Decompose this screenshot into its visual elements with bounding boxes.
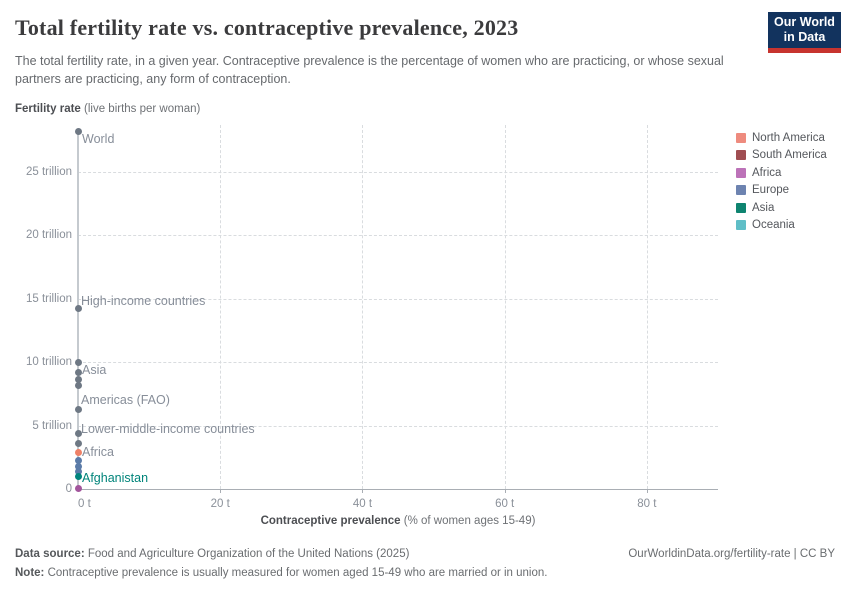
- scatter-point[interactable]: [74, 358, 82, 366]
- scatter-point-americas-fao-[interactable]: [74, 405, 82, 413]
- point-label[interactable]: Africa: [82, 445, 114, 460]
- x-tick-label: 20 t: [210, 498, 230, 510]
- x-tick-label: 80 t: [637, 498, 657, 510]
- legend: North America South America Africa Europe As…: [736, 129, 827, 234]
- footer-note: Note: Contraceptive prevalence is usuall…: [15, 567, 548, 579]
- scatter-point[interactable]: [74, 467, 82, 475]
- y-gridline: [78, 171, 718, 173]
- point-label[interactable]: World: [82, 132, 115, 147]
- scatter-point-africa[interactable]: [74, 448, 82, 456]
- x-gridline: [504, 125, 506, 489]
- scatter-point[interactable]: [74, 376, 82, 384]
- y-gridline: [78, 362, 718, 364]
- y-tick-label: 20 trillion: [25, 229, 72, 242]
- x-tick-mark: [362, 489, 364, 493]
- scatter-point-high-income-countries[interactable]: [74, 305, 82, 313]
- legend-item-oceania[interactable]: Oceania: [736, 217, 827, 235]
- legend-swatch: [736, 220, 746, 231]
- legend-swatch: [736, 150, 746, 161]
- x-tick-mark: [504, 489, 506, 493]
- y-gridline: [78, 298, 718, 300]
- scatter-point-afghanistan[interactable]: [74, 473, 82, 481]
- footer-citation-link[interactable]: OurWorldinData.org/fertility-rate | CC B…: [628, 548, 835, 560]
- owid-logo[interactable]: Our World in Data: [768, 12, 841, 53]
- owid-logo-text: Our World in Data: [774, 15, 835, 44]
- y-gridline: [78, 235, 718, 237]
- scatter-point[interactable]: [74, 382, 82, 390]
- legend-label: Africa: [752, 166, 782, 179]
- footer-source: Data source: Food and Agriculture Organi…: [15, 548, 410, 560]
- legend-swatch: [736, 202, 746, 213]
- x-gridline: [646, 125, 648, 489]
- y-tick-label: 0: [65, 483, 72, 495]
- scatter-point-asia[interactable]: [74, 369, 82, 377]
- y-tick-label: 15 trillion: [25, 292, 72, 305]
- x-tick-label: 60 t: [495, 498, 515, 510]
- chart-title: Total fertility rate vs. contraceptive p…: [15, 15, 519, 40]
- y-tick-label: 25 trillion: [25, 165, 72, 178]
- scatter-point-world[interactable]: [74, 127, 82, 135]
- legend-label: Asia: [752, 201, 775, 214]
- point-label[interactable]: Asia: [82, 362, 107, 377]
- legend-label: North America: [752, 131, 825, 144]
- chart-subtitle: The total fertility rate, in a given yea…: [15, 54, 724, 86]
- legend-item-south-america[interactable]: South America: [736, 147, 827, 165]
- legend-item-north-america[interactable]: North America: [736, 129, 827, 147]
- scatter-point-lower-middle-income-countries[interactable]: [74, 430, 82, 438]
- legend-label: Oceania: [752, 219, 795, 232]
- x-tick-mark: [220, 489, 222, 493]
- y-tick-label: 5 trillion: [32, 419, 72, 432]
- x-tick-label: 40 t: [352, 498, 373, 510]
- legend-item-asia[interactable]: Asia: [736, 199, 827, 217]
- point-label[interactable]: Americas (FAO): [81, 393, 170, 408]
- x-tick-mark: [646, 489, 648, 493]
- point-label[interactable]: High-income countries: [81, 293, 206, 308]
- x-axis-line: [78, 489, 718, 490]
- scatter-point[interactable]: [74, 439, 82, 447]
- scatter-point[interactable]: [74, 456, 82, 464]
- scatter-point[interactable]: [74, 484, 82, 492]
- legend-label: Europe: [752, 184, 790, 197]
- legend-label: South America: [752, 149, 827, 162]
- legend-item-europe[interactable]: Europe: [736, 182, 827, 200]
- scatter-point[interactable]: [74, 462, 82, 470]
- legend-swatch: [736, 132, 746, 143]
- legend-swatch: [736, 167, 746, 178]
- x-gridline: [362, 125, 364, 489]
- point-label[interactable]: Afghanistan: [82, 470, 149, 485]
- legend-swatch: [736, 185, 746, 196]
- footer: Data source: Food and Agriculture Organi…: [15, 548, 835, 579]
- x-tick-label: 0 t: [78, 498, 91, 510]
- x-gridline: [220, 125, 222, 489]
- point-label[interactable]: Lower-middle-income countries: [81, 421, 255, 436]
- y-tick-label: 10 trillion: [25, 356, 72, 369]
- y-axis-title: Fertility rate (live births per woman): [15, 103, 201, 115]
- x-axis-title: Contraceptive prevalence (% of women age…: [260, 515, 536, 527]
- legend-item-africa[interactable]: Africa: [736, 164, 827, 182]
- y-gridline: [78, 425, 718, 427]
